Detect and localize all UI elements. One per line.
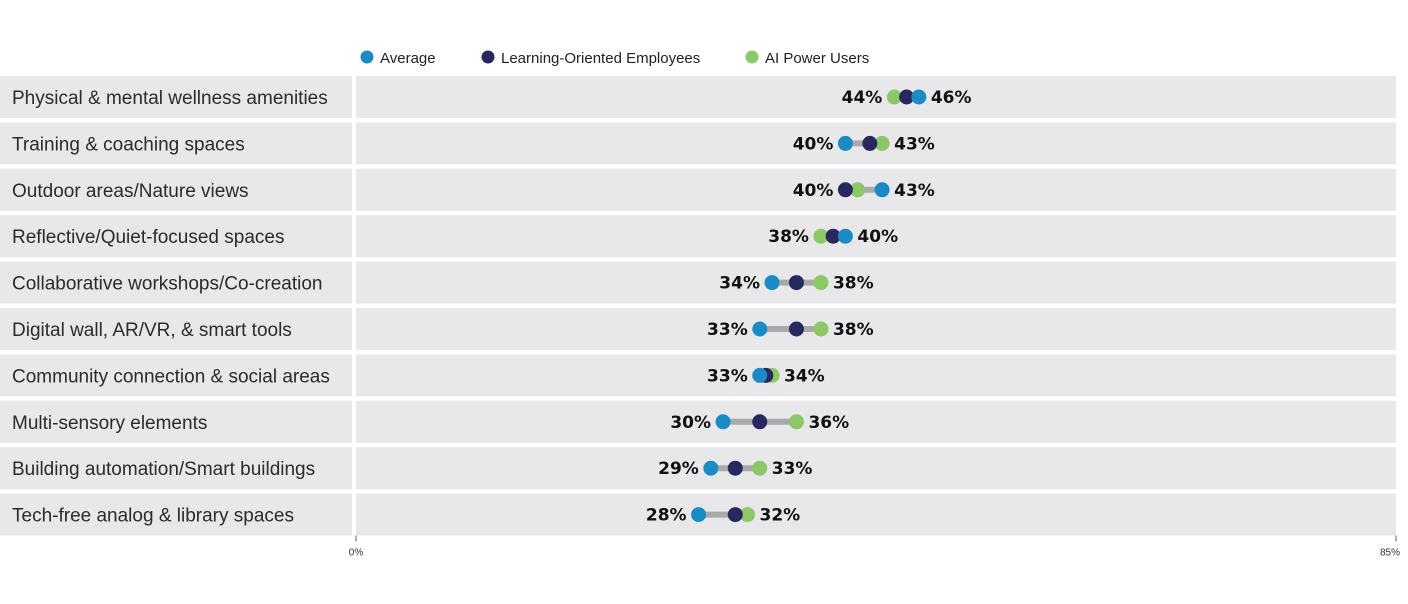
category-label: Collaborative workshops/Co-creation (12, 274, 322, 295)
chart-row: Training & coaching spaces 40% 43% (0, 122, 1396, 165)
chart-row: Tech-free analog & library spaces 28% 32% (0, 493, 1396, 536)
min-value-label: 29% (658, 459, 699, 479)
row-plot-background (356, 354, 1396, 397)
x-axis: 0% 85% (349, 535, 1400, 559)
min-value-label: 28% (646, 506, 687, 526)
row-plot-background (356, 400, 1396, 443)
max-value-label: 43% (894, 181, 935, 201)
chart-row: Digital wall, AR/VR, & smart tools 33% 38% (0, 308, 1396, 350)
min-value-label: 34% (719, 274, 760, 294)
min-value-label: 44% (842, 88, 883, 108)
chart-row: Reflective/Quiet-focused spaces 38% 40% (0, 215, 1396, 258)
row-plot-background (356, 76, 1396, 118)
legend-marker (360, 50, 374, 64)
legend-label: AI Power Users (765, 50, 869, 67)
row-label-background (0, 215, 352, 258)
min-value-label: 40% (793, 134, 834, 154)
max-value-label: 38% (833, 274, 874, 294)
data-point (837, 182, 853, 198)
chart-row: Building automation/Smart buildings 29% 33… (0, 447, 1396, 490)
data-point (703, 460, 719, 476)
min-value-label: 40% (793, 181, 834, 201)
row-label-background (0, 308, 352, 350)
row-label-background (0, 76, 352, 118)
row-label-background (0, 122, 352, 165)
legend: Average Learning-Oriented Employees AI Pow… (360, 50, 869, 67)
chart-row: Community connection & social areas 33% 34… (0, 354, 1396, 397)
chart-row: Collaborative workshops/Co-creation 34% 38… (0, 261, 1396, 304)
max-value-label: 33% (772, 459, 813, 479)
category-label: Community connection & social areas (12, 366, 330, 387)
row-label-background (0, 400, 352, 443)
row-plot-background (356, 261, 1396, 304)
max-value-label: 40% (857, 227, 898, 247)
min-value-label: 33% (707, 366, 748, 386)
category-label: Multi-sensory elements (12, 413, 207, 434)
category-label: Physical & mental wellness amenities (12, 88, 328, 109)
tick-label: 85% (1380, 548, 1400, 559)
data-point (813, 228, 829, 244)
data-point (691, 507, 707, 523)
data-point (752, 414, 768, 430)
data-point (874, 182, 890, 198)
legend-marker (481, 50, 495, 64)
min-value-label: 30% (670, 413, 711, 433)
row-label-background (0, 447, 352, 490)
row-plot-background (356, 493, 1396, 536)
chart-row: Outdoor areas/Nature views 40% 43% (0, 168, 1396, 211)
data-point (740, 507, 756, 523)
category-label: Tech-free analog & library spaces (12, 506, 294, 527)
max-value-label: 36% (808, 413, 849, 433)
legend-label: Average (380, 50, 436, 67)
data-point (727, 507, 743, 523)
data-point (813, 275, 829, 291)
chart-row: Physical & mental wellness amenities 44% 4… (0, 76, 1396, 118)
data-point (837, 228, 853, 244)
data-point (752, 321, 768, 337)
legend-marker (745, 50, 759, 64)
row-label-background (0, 354, 352, 397)
category-label: Digital wall, AR/VR, & smart tools (12, 320, 292, 341)
max-value-label: 46% (931, 88, 972, 108)
legend-label: Learning-Oriented Employees (501, 50, 700, 67)
row-label-background (0, 168, 352, 211)
data-point (788, 414, 804, 430)
data-point (788, 321, 804, 337)
data-point (886, 89, 902, 105)
data-point (764, 275, 780, 291)
max-value-label: 38% (833, 320, 874, 340)
data-point (788, 275, 804, 291)
tick-label: 0% (349, 548, 364, 559)
data-point (715, 414, 731, 430)
data-point (911, 89, 927, 105)
data-point (862, 135, 878, 151)
data-point (874, 135, 890, 151)
chart-rows: Physical & mental wellness amenities 44% 4… (0, 76, 1396, 536)
data-point (825, 228, 841, 244)
category-label: Building automation/Smart buildings (12, 459, 315, 480)
data-point (837, 135, 853, 151)
row-label-background (0, 493, 352, 536)
data-point (752, 460, 768, 476)
data-point (752, 367, 768, 383)
data-point (813, 321, 829, 337)
data-point (850, 182, 866, 198)
max-value-label: 34% (784, 366, 825, 386)
min-value-label: 38% (768, 227, 809, 247)
data-point (727, 460, 743, 476)
max-value-label: 32% (760, 506, 801, 526)
row-plot-background (356, 308, 1396, 350)
min-value-label: 33% (707, 320, 748, 340)
row-plot-background (356, 215, 1396, 258)
category-label: Reflective/Quiet-focused spaces (12, 227, 284, 248)
category-label: Outdoor areas/Nature views (12, 181, 249, 202)
row-plot-background (356, 447, 1396, 490)
chart-row: Multi-sensory elements 30% 36% (0, 400, 1396, 443)
row-label-background (0, 261, 352, 304)
data-point (899, 89, 915, 105)
max-value-label: 43% (894, 134, 935, 154)
category-label: Training & coaching spaces (12, 134, 245, 155)
